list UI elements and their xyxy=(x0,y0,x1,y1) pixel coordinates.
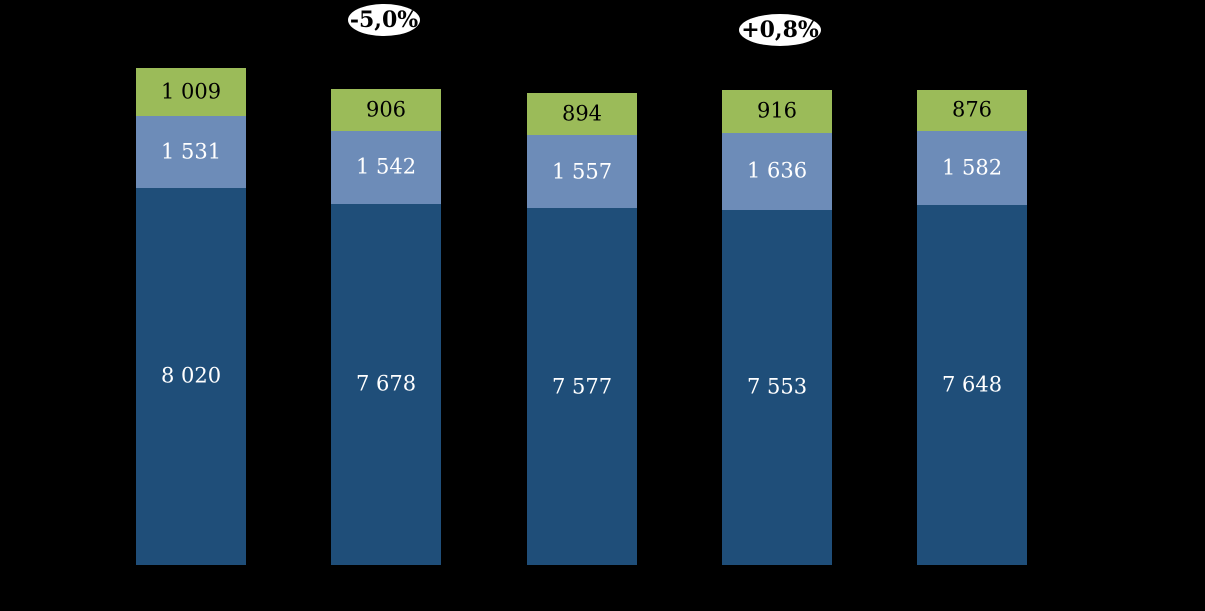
bar-value-label: 1 542 xyxy=(355,154,417,179)
bottom-dark-blue-segment: 7 648 xyxy=(917,205,1027,565)
bar-value-label: 894 xyxy=(561,101,603,126)
bar-value-label: 1 531 xyxy=(160,139,222,164)
stacked-bar-2: 7 678 1 542 906 xyxy=(331,88,441,565)
top-green-segment: 894 xyxy=(527,93,637,136)
bottom-dark-blue-segment: 7 553 xyxy=(722,209,832,565)
bar-value-label: 7 648 xyxy=(941,372,1003,397)
bottom-dark-blue-segment: 7 577 xyxy=(527,208,637,565)
change-callout-1: -5,0% xyxy=(348,4,420,36)
bar-value-label: 8 020 xyxy=(160,363,222,388)
bar-value-label: 1 009 xyxy=(160,79,222,104)
change-callout-label: -5,0% xyxy=(349,7,419,33)
top-green-segment: 876 xyxy=(917,89,1027,131)
change-callout-label: +0,8% xyxy=(741,17,819,43)
top-green-segment: 906 xyxy=(331,88,441,132)
bar-value-label: 1 582 xyxy=(941,155,1003,180)
middle-medium-blue-segment: 1 531 xyxy=(136,115,246,188)
stacked-bar-4: 7 553 1 636 916 xyxy=(722,89,832,565)
bar-value-label: 7 678 xyxy=(355,371,417,396)
middle-medium-blue-segment: 1 557 xyxy=(527,135,637,209)
bar-value-label: 1 557 xyxy=(551,159,613,184)
bar-value-label: 7 553 xyxy=(746,374,808,399)
stacked-bar-5: 7 648 1 582 876 xyxy=(917,89,1027,565)
bottom-dark-blue-segment: 8 020 xyxy=(136,187,246,565)
middle-medium-blue-segment: 1 542 xyxy=(331,131,441,204)
bottom-dark-blue-segment: 7 678 xyxy=(331,203,441,565)
bar-value-label: 7 577 xyxy=(551,374,613,399)
bar-value-label: 1 636 xyxy=(746,158,808,183)
middle-medium-blue-segment: 1 582 xyxy=(917,130,1027,206)
stacked-bar-3: 7 577 1 557 894 xyxy=(527,93,637,565)
stacked-bar-1: 8 020 1 531 1 009 xyxy=(136,68,246,565)
bar-value-label: 916 xyxy=(756,98,798,123)
change-callout-2: +0,8% xyxy=(739,14,821,46)
middle-medium-blue-segment: 1 636 xyxy=(722,132,832,210)
top-green-segment: 916 xyxy=(722,89,832,133)
bar-value-label: 876 xyxy=(951,97,993,122)
top-green-segment: 1 009 xyxy=(136,68,246,116)
bar-value-label: 906 xyxy=(365,97,407,122)
